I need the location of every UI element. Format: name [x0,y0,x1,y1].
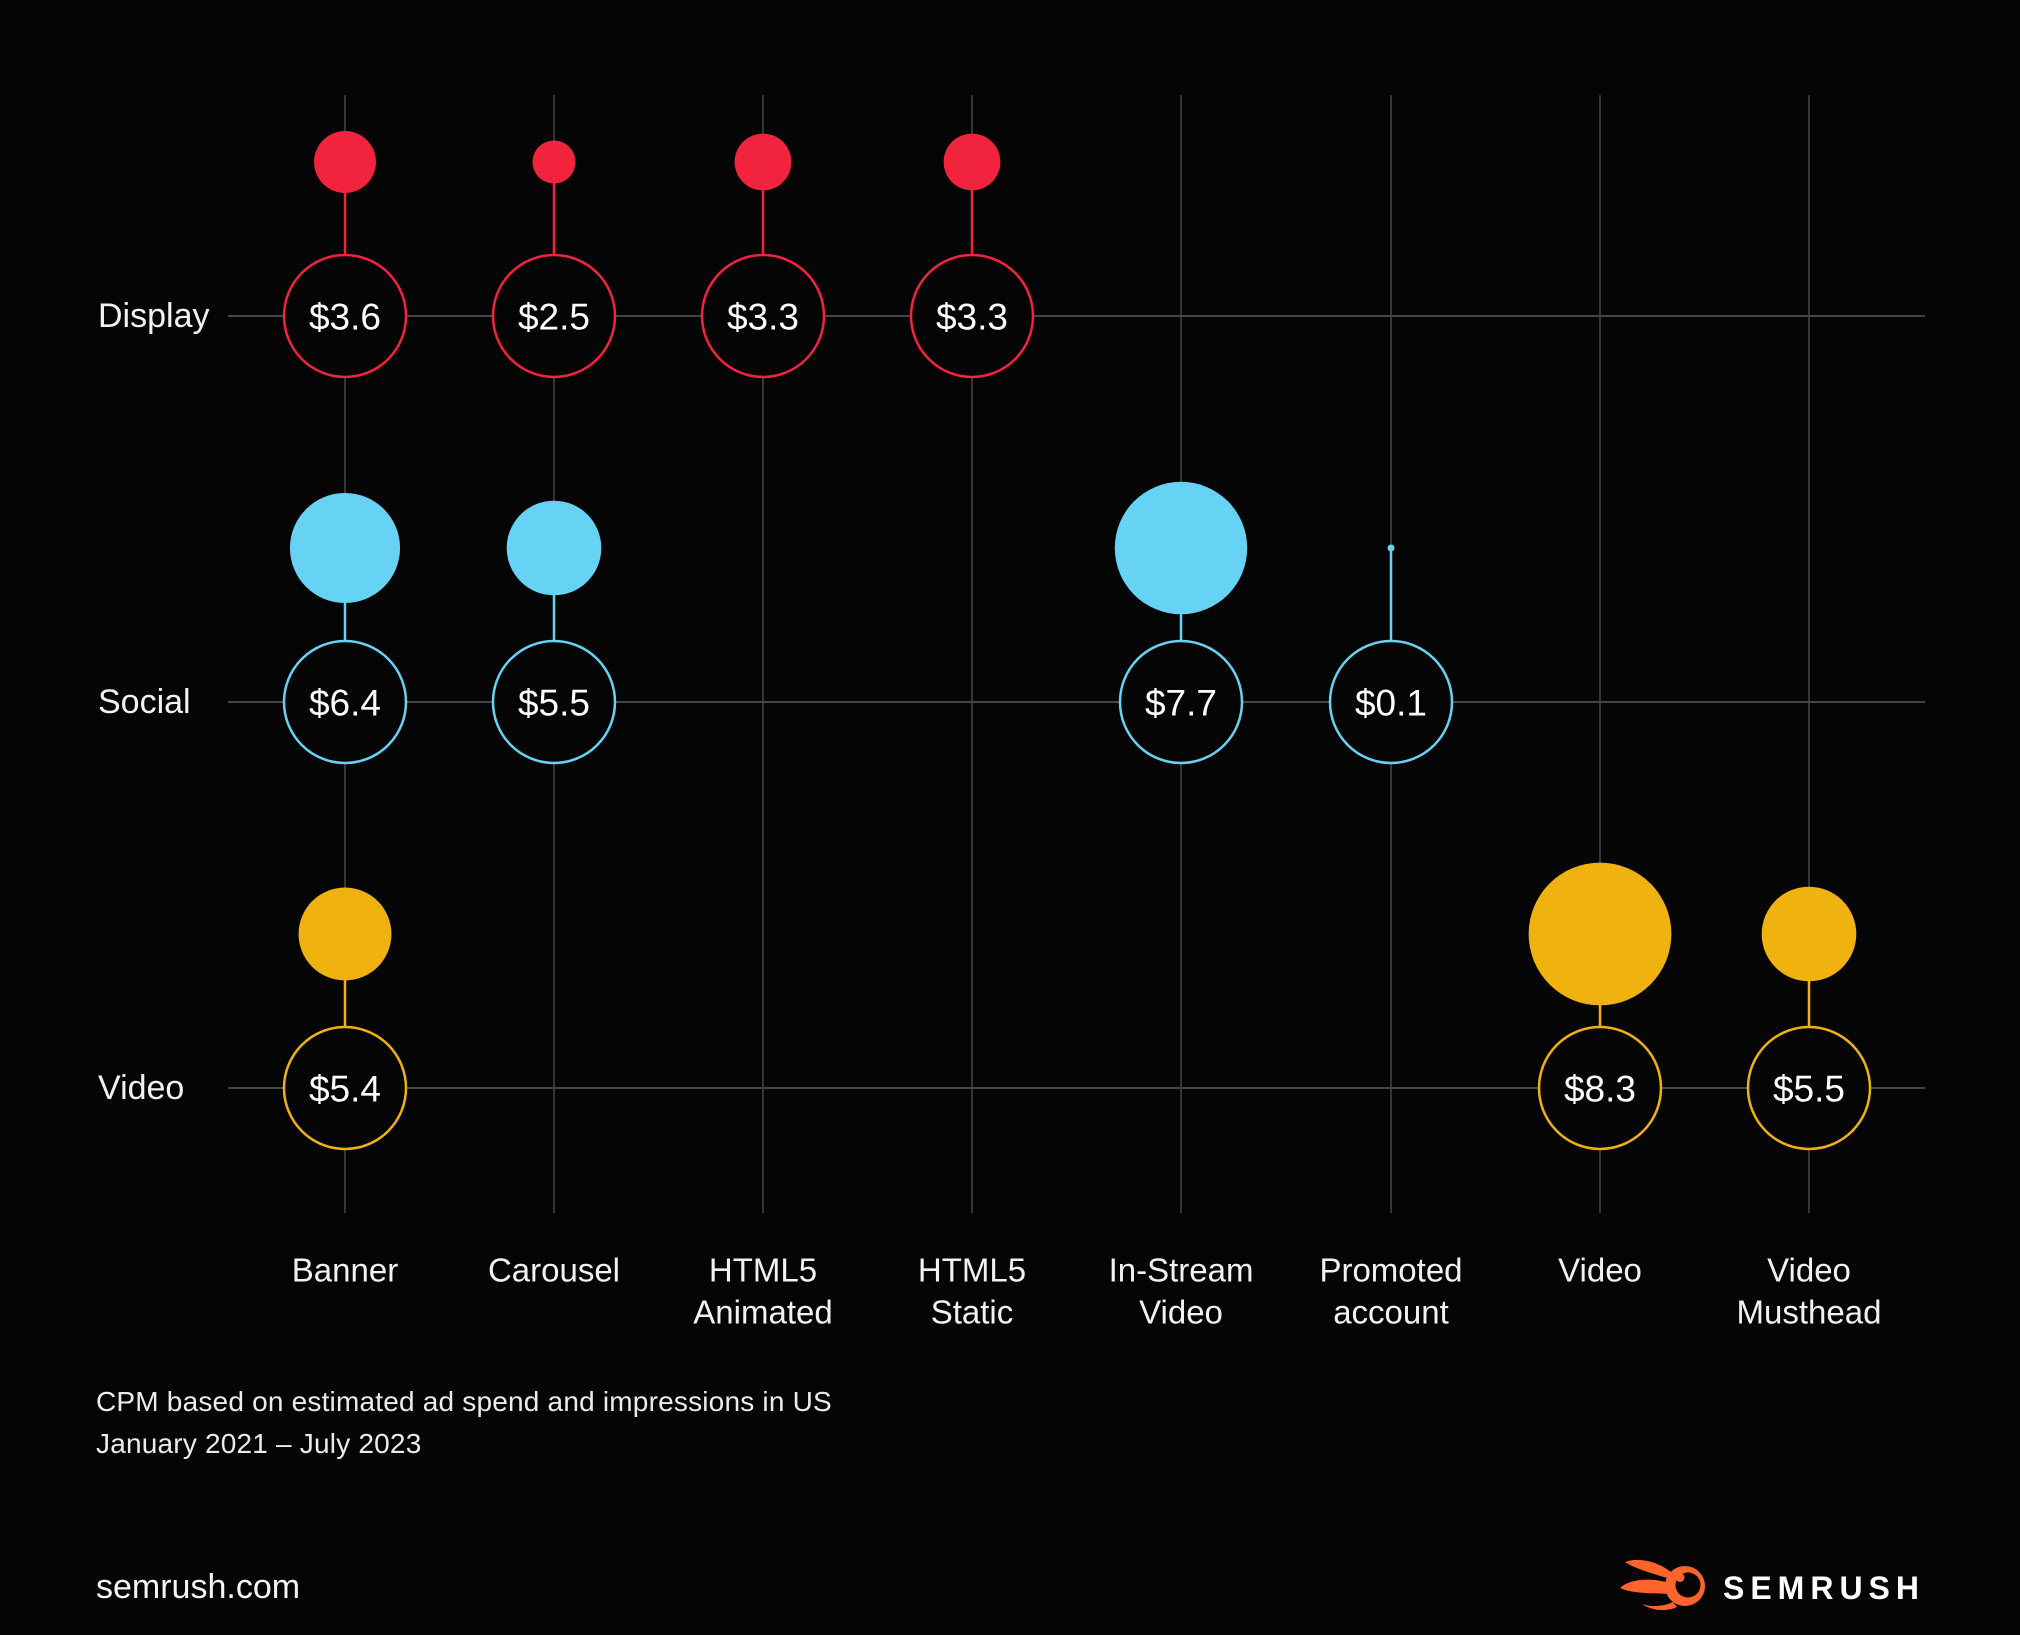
value-label-video-video-musthead: $5.5 [1773,1069,1845,1110]
axis-label-video: Video [1558,1252,1642,1289]
bubble-social-in-stream-video [1114,481,1248,615]
value-circle-social-in-stream-video [1118,639,1244,765]
value-label-display-banner: $3.6 [309,297,381,338]
axis-label-html5-animated-line2: Animated [693,1294,832,1331]
value-circle-display-banner [282,253,408,379]
axis-label-promoted-account-line2: account [1333,1294,1449,1331]
value-circle-display-carousel [491,253,617,379]
bubble-social-carousel [506,500,602,596]
value-label-display-html5-static: $3.3 [936,297,1008,338]
axis-label-html5-static-line1: HTML5 [918,1252,1026,1289]
value-circle-video-video [1537,1025,1663,1151]
bubble-display-banner [314,131,376,193]
semrush-wordmark: SEMRUSH [1722,1569,1925,1606]
value-circle-social-banner [282,639,408,765]
value-label-social-in-stream-video: $7.7 [1145,683,1217,724]
axis-label-video-musthead-line1: Video [1767,1252,1851,1289]
row-label-social: Social [98,683,191,721]
footnote-line-1: CPM based on estimated ad spend and impr… [96,1386,832,1417]
bubble-video-video [1528,862,1672,1006]
value-label-video-video: $8.3 [1564,1069,1636,1110]
value-circle-display-html5-static [909,253,1035,379]
axis-label-banner: Banner [292,1252,398,1289]
axis-label-html5-animated-line1: HTML5 [709,1252,817,1289]
axis-label-promoted-account-line1: Promoted [1319,1252,1462,1289]
bubble-video-banner [298,887,392,981]
axis-label-html5-static-line2: Static [931,1294,1014,1331]
value-circle-video-banner [282,1025,408,1151]
bubble-video-video-musthead [1761,886,1857,982]
axis-label-in-stream-video-line2: Video [1139,1294,1223,1331]
bubble-social-banner [289,492,401,604]
chart-footnote: CPM based on estimated ad spend and impr… [96,1381,832,1465]
value-label-display-html5-animated: $3.3 [727,297,799,338]
bubble-display-html5-animated [734,133,792,191]
value-circle-social-carousel [491,639,617,765]
value-label-social-carousel: $5.5 [518,683,590,724]
bubble-display-carousel [532,140,576,184]
bubble-social-promoted-account [1387,544,1395,552]
axis-label-in-stream-video-line1: In-Stream [1109,1252,1254,1289]
value-label-video-banner: $5.4 [309,1069,381,1110]
value-circle-display-html5-animated [700,253,826,379]
axis-label-carousel: Carousel [488,1252,620,1289]
row-label-video: Video [98,1069,184,1107]
semrush-logo: SEMRUSH [1619,1556,1925,1620]
value-label-display-carousel: $2.5 [518,297,590,338]
footnote-line-2: January 2021 – July 2023 [96,1428,422,1459]
source-url: semrush.com [96,1568,301,1606]
bubble-display-html5-static [943,133,1001,191]
value-label-social-promoted-account: $0.1 [1355,683,1427,724]
value-circle-video-video-musthead [1746,1025,1872,1151]
value-circle-social-promoted-account [1328,639,1454,765]
semrush-logo-icon [1619,1559,1705,1611]
value-label-social-banner: $6.4 [309,683,381,724]
axis-label-video-musthead-line2: Musthead [1737,1294,1882,1331]
row-label-display: Display [98,297,209,335]
